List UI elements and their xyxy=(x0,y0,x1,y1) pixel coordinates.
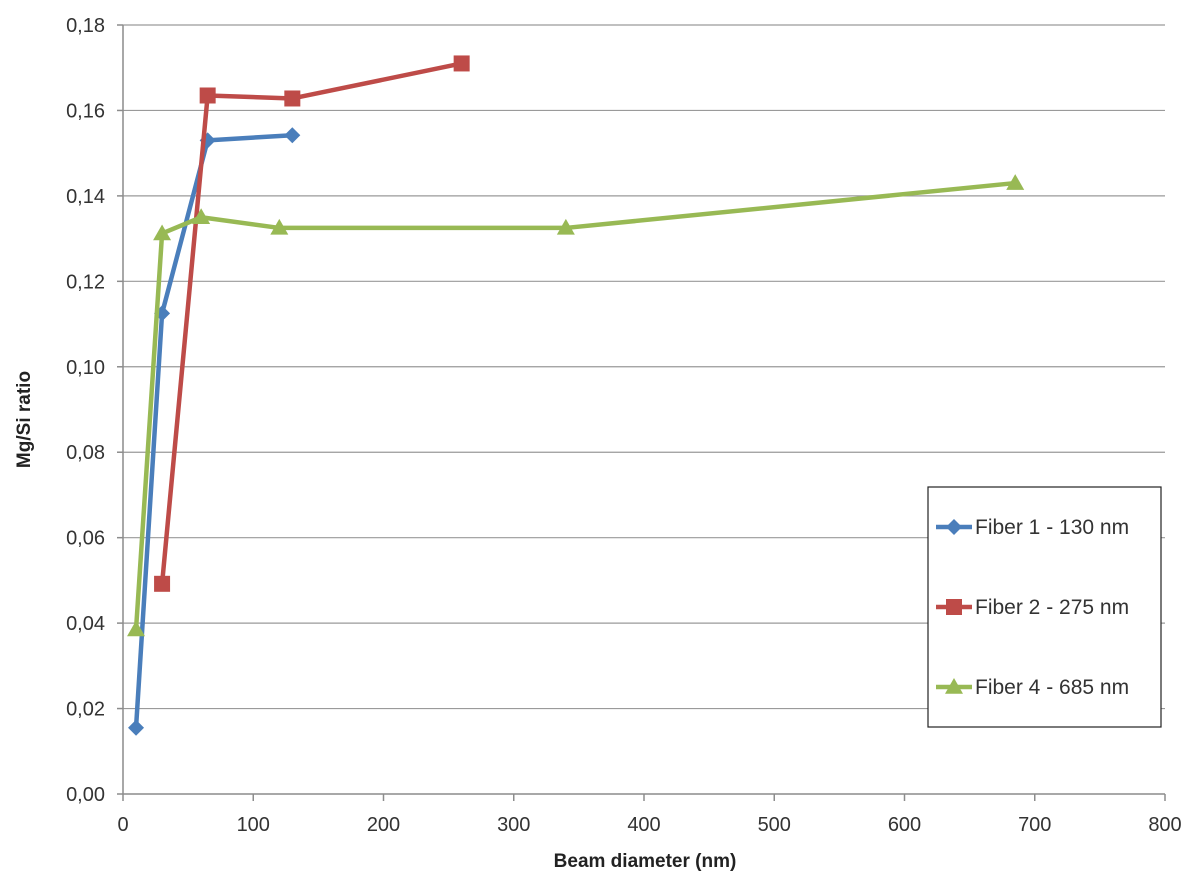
legend: Fiber 1 - 130 nm Fiber 2 - 275 nm Fiber 4 … xyxy=(927,486,1162,728)
legend-item: Fiber 4 - 685 nm xyxy=(936,676,1129,699)
legend-label: Fiber 1 - 130 nm xyxy=(975,516,1129,539)
data-point xyxy=(153,224,172,241)
series-2 xyxy=(154,55,470,592)
y-tick-label: 0,16 xyxy=(66,100,105,122)
y-tick-label: 0,08 xyxy=(66,442,105,464)
data-point xyxy=(154,575,171,592)
series xyxy=(127,55,1025,736)
legend-marker xyxy=(946,519,962,535)
gridlines xyxy=(117,24,1166,801)
data-point xyxy=(284,127,301,144)
y-tick-label: 0,10 xyxy=(66,357,105,379)
x-tick-label: 700 xyxy=(1018,814,1051,836)
y-tick-label: 0,12 xyxy=(66,271,105,293)
series-line xyxy=(133,180,1018,632)
x-tick-label: 800 xyxy=(1148,814,1181,836)
series-line xyxy=(159,61,464,587)
legend-label: Fiber 2 - 275 nm xyxy=(975,596,1129,619)
data-point xyxy=(1006,174,1025,190)
data-point xyxy=(192,208,211,224)
data-point xyxy=(127,620,146,637)
legend-marker xyxy=(945,678,963,694)
data-point xyxy=(556,218,575,235)
y-tick-label: 0,02 xyxy=(66,699,105,721)
data-point xyxy=(453,55,470,72)
x-tick-label: 500 xyxy=(758,814,791,836)
data-point xyxy=(284,90,301,107)
y-tick-label: 0,14 xyxy=(66,186,105,208)
legend-marker xyxy=(946,599,962,615)
x-tick-label: 100 xyxy=(237,814,270,836)
y-axis-title: Mg/Si ratio xyxy=(14,371,35,468)
x-tick-label: 400 xyxy=(627,814,660,836)
y-tick-label: 0,00 xyxy=(66,784,105,806)
x-tick-label: 300 xyxy=(497,814,530,836)
x-tick-label: 600 xyxy=(888,814,921,836)
y-tick-label: 0,06 xyxy=(66,528,105,550)
y-tick-labels: 0,00 0,02 0,04 0,06 0,08 0,10 0,12 0,14 0,16 0,18 xyxy=(66,15,105,806)
legend-item: Fiber 2 - 275 nm xyxy=(936,596,1129,619)
series-3 xyxy=(127,174,1025,637)
x-axis-title: Beam diameter (nm) xyxy=(554,851,737,872)
data-point xyxy=(199,87,216,104)
series-line xyxy=(133,132,295,731)
legend-item: Fiber 1 - 130 nm xyxy=(936,516,1129,539)
x-tick-label: 200 xyxy=(367,814,400,836)
data-point xyxy=(128,719,145,736)
y-tick-label: 0,04 xyxy=(66,613,105,635)
data-point xyxy=(270,218,289,235)
legend-label: Fiber 4 - 685 nm xyxy=(975,676,1129,699)
x-tick-labels: 0 100 200 300 400 500 600 700 800 xyxy=(117,814,1181,836)
y-tick-label: 0,18 xyxy=(66,15,105,37)
x-tick-label: 0 xyxy=(117,814,128,836)
axes xyxy=(122,25,1165,795)
